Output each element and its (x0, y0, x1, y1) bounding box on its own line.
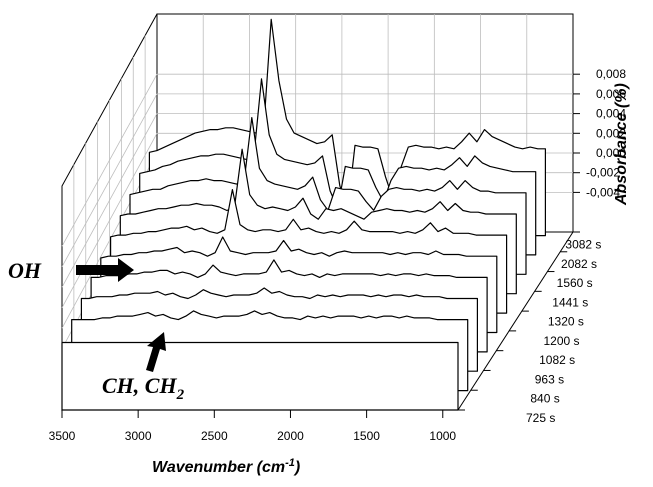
x-axis-title: Wavenumber (cm-1) (152, 457, 300, 476)
depth-tick-label: 963 s (535, 372, 564, 386)
depth-tick-label: 1082 s (539, 353, 575, 367)
depth-axis-ticks: 3082 s 2082 s 1560 s 1441 s 1320 s 1200 s 1082… (458, 231, 601, 425)
x-tick-label: 3000 (125, 429, 152, 443)
series-trace (61, 341, 459, 411)
x-tick-label: 2000 (277, 429, 304, 443)
x-tick-label: 2500 (201, 429, 228, 443)
ch-arrow-icon (146, 332, 166, 372)
y-axis-title: Absorbance (%) (613, 83, 630, 206)
z-tick-label: 0,002 (596, 126, 626, 140)
oh-annotation-label: OH (8, 258, 42, 283)
z-axis-ticks: 0,008 0,006 0,004 0,002 0,000 -0,002 -0,004 (573, 67, 626, 199)
z-tick-label: 0,008 (596, 67, 626, 81)
spectra-traces (61, 18, 546, 411)
x-tick-label: 3500 (49, 429, 76, 443)
depth-tick-label: 725 s (526, 411, 555, 425)
depth-tick-label: 1441 s (552, 295, 588, 309)
depth-tick-label: 1320 s (548, 315, 584, 329)
z-tick-label: 0,006 (596, 87, 626, 101)
ch-annotation-label: CH, CH2 (102, 373, 185, 403)
depth-tick-label: 3082 s (565, 238, 601, 252)
depth-tick-label: 1560 s (557, 276, 593, 290)
z-tick-label: 0,004 (596, 107, 626, 121)
depth-tick-label: 2082 s (561, 257, 597, 271)
z-tick-label: -0,004 (586, 185, 620, 199)
x-axis-ticks: 3500 3000 2500 2000 1500 1000 (49, 410, 456, 443)
x-tick-label: 1000 (429, 429, 456, 443)
z-tick-label: -0,002 (586, 166, 620, 180)
depth-tick-label: 1200 s (544, 334, 580, 348)
oh-arrow-icon (76, 258, 134, 282)
z-tick-label: 0,000 (596, 146, 626, 160)
x-tick-label: 1500 (353, 429, 380, 443)
depth-tick-label: 840 s (530, 392, 559, 406)
